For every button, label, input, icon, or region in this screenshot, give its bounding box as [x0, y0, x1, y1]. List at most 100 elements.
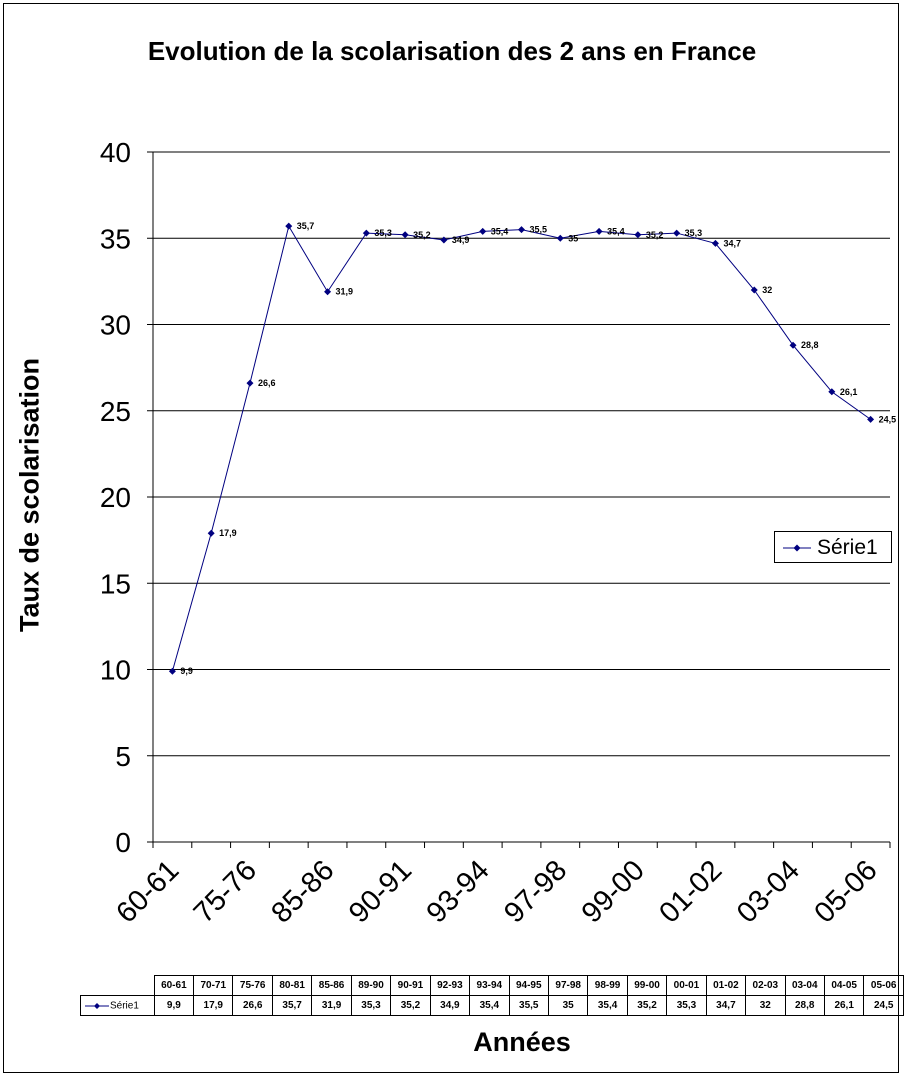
data-table-value-cell: 35,4	[587, 995, 628, 1016]
data-table-category-cell: 85-86	[311, 975, 352, 996]
y-tick-label: 35	[100, 223, 131, 254]
data-table-value-cell: 31,9	[311, 995, 352, 1016]
data-table-series-marker	[85, 1002, 109, 1009]
data-table-value-cell: 28,8	[784, 995, 825, 1016]
data-point	[634, 231, 642, 239]
y-axis-title: Taux de scolarisation	[14, 357, 45, 633]
data-table-value-cell: 9,9	[153, 995, 195, 1016]
data-table-category-cell: 05-06	[863, 975, 904, 996]
data-label: 9,9	[180, 666, 193, 676]
data-label: 31,9	[336, 287, 354, 297]
data-table-series-name: Série1	[110, 1000, 139, 1012]
legend-label: Série1	[817, 536, 878, 559]
data-table-category-cell: 02-03	[745, 975, 786, 996]
data-point	[285, 222, 293, 230]
data-label: 35,7	[297, 221, 315, 231]
data-point	[168, 667, 176, 675]
data-table-value-cell: 35	[547, 995, 589, 1016]
y-tick-label: 40	[100, 137, 131, 168]
x-axis-title: Années	[473, 1027, 571, 1057]
data-table-value-cell: 34,9	[429, 995, 471, 1016]
y-tick-label: 20	[100, 482, 131, 513]
data-point	[440, 236, 448, 244]
data-label: 35,4	[491, 226, 509, 236]
data-table-category-cell: 03-04	[784, 975, 825, 996]
data-table-category-cell: 60-61	[153, 975, 195, 996]
data-table-value-cell: 35,3	[350, 995, 392, 1016]
data-table-category-cell: 75-76	[232, 975, 273, 996]
data-label: 35,2	[646, 230, 664, 240]
data-label: 17,9	[219, 528, 237, 538]
chart-frame	[3, 3, 899, 1073]
y-tick-label: 30	[100, 310, 131, 341]
data-point	[324, 288, 332, 296]
data-table-value-cell: 35,3	[666, 995, 707, 1016]
data-table-value-cell: 17,9	[193, 995, 234, 1016]
y-tick-label: 25	[100, 396, 131, 427]
chart-title: Evolution de la scolarisation des 2 ans …	[147, 36, 757, 66]
data-point	[246, 379, 254, 387]
data-table-corner	[81, 976, 155, 996]
y-tick-label: 0	[115, 827, 131, 858]
data-table-series-label: Série1	[80, 995, 155, 1016]
data-table-category-cell: 80-81	[271, 975, 313, 996]
data-label: 26,1	[840, 387, 858, 397]
data-point	[362, 229, 370, 237]
x-tick-label: 01-02	[653, 854, 728, 929]
data-label: 26,6	[258, 378, 276, 388]
x-tick-label: 85-86	[265, 854, 340, 929]
x-tick-label: 05-06	[808, 854, 883, 929]
data-table-value-cell: 26,1	[823, 995, 865, 1016]
data-point	[401, 231, 409, 239]
legend-marker	[783, 544, 811, 552]
x-tick-label: 97-98	[498, 854, 573, 929]
x-tick-label: 03-04	[731, 854, 806, 929]
data-table-value-cell: 34,7	[705, 995, 747, 1016]
data-table-value-cell: 35,2	[626, 995, 668, 1016]
data-table: 60-61 70-71 75-76 80-81 85-86 89-90 90-91 92-93…	[80, 975, 904, 1016]
data-point	[595, 227, 603, 235]
data-table-category-cell: 04-05	[823, 975, 865, 996]
data-label: 35	[568, 233, 578, 243]
data-label: 35,3	[374, 228, 392, 238]
data-point	[711, 239, 719, 247]
data-point	[207, 529, 215, 537]
data-label: 35,3	[685, 228, 703, 238]
data-point	[867, 415, 875, 423]
data-table-value-row: Série1 9,9 17,9 26,6 35,7 31,9 35,3 35,2 34,9 35…	[80, 995, 904, 1016]
data-table-value-cell: 35,2	[390, 995, 431, 1016]
data-table-category-cell: 93-94	[469, 975, 510, 996]
data-label: 32	[762, 285, 772, 295]
data-point	[518, 226, 525, 234]
x-tick-label: 90-91	[343, 854, 418, 929]
x-tick-label: 75-76	[188, 854, 263, 929]
data-label: 24,5	[879, 414, 897, 424]
data-table-value-cell: 35,7	[271, 995, 313, 1016]
data-point	[479, 227, 487, 235]
data-table-header-row: 60-61 70-71 75-76 80-81 85-86 89-90 90-91 92-93…	[81, 975, 904, 996]
data-label: 28,8	[801, 340, 819, 350]
data-table-value-cell: 35,4	[469, 995, 510, 1016]
data-table-category-cell: 98-99	[587, 975, 628, 996]
data-table-category-cell: 92-93	[429, 975, 471, 996]
data-label: 34,7	[723, 238, 741, 248]
x-tick-label: 99-00	[576, 854, 651, 929]
data-label: 34,9	[452, 235, 470, 245]
data-table-value-cell: 24,5	[863, 995, 904, 1016]
data-table-category-cell: 94-95	[508, 975, 549, 996]
data-table-category-cell: 70-71	[193, 975, 234, 996]
data-label: 35,2	[413, 230, 431, 240]
data-table-category-cell: 89-90	[350, 975, 392, 996]
data-table-category-cell: 99-00	[626, 975, 668, 996]
data-table-value-cell: 26,6	[232, 995, 273, 1016]
data-label: 35,4	[607, 226, 625, 236]
data-point	[828, 388, 836, 396]
data-point	[750, 286, 758, 294]
data-label: 35,5	[530, 225, 548, 235]
y-tick-label: 15	[100, 568, 131, 599]
data-table-category-cell: 90-91	[390, 975, 431, 996]
data-table-value-cell: 32	[745, 995, 786, 1016]
x-tick-label: 60-61	[110, 854, 185, 929]
data-point	[789, 341, 797, 349]
